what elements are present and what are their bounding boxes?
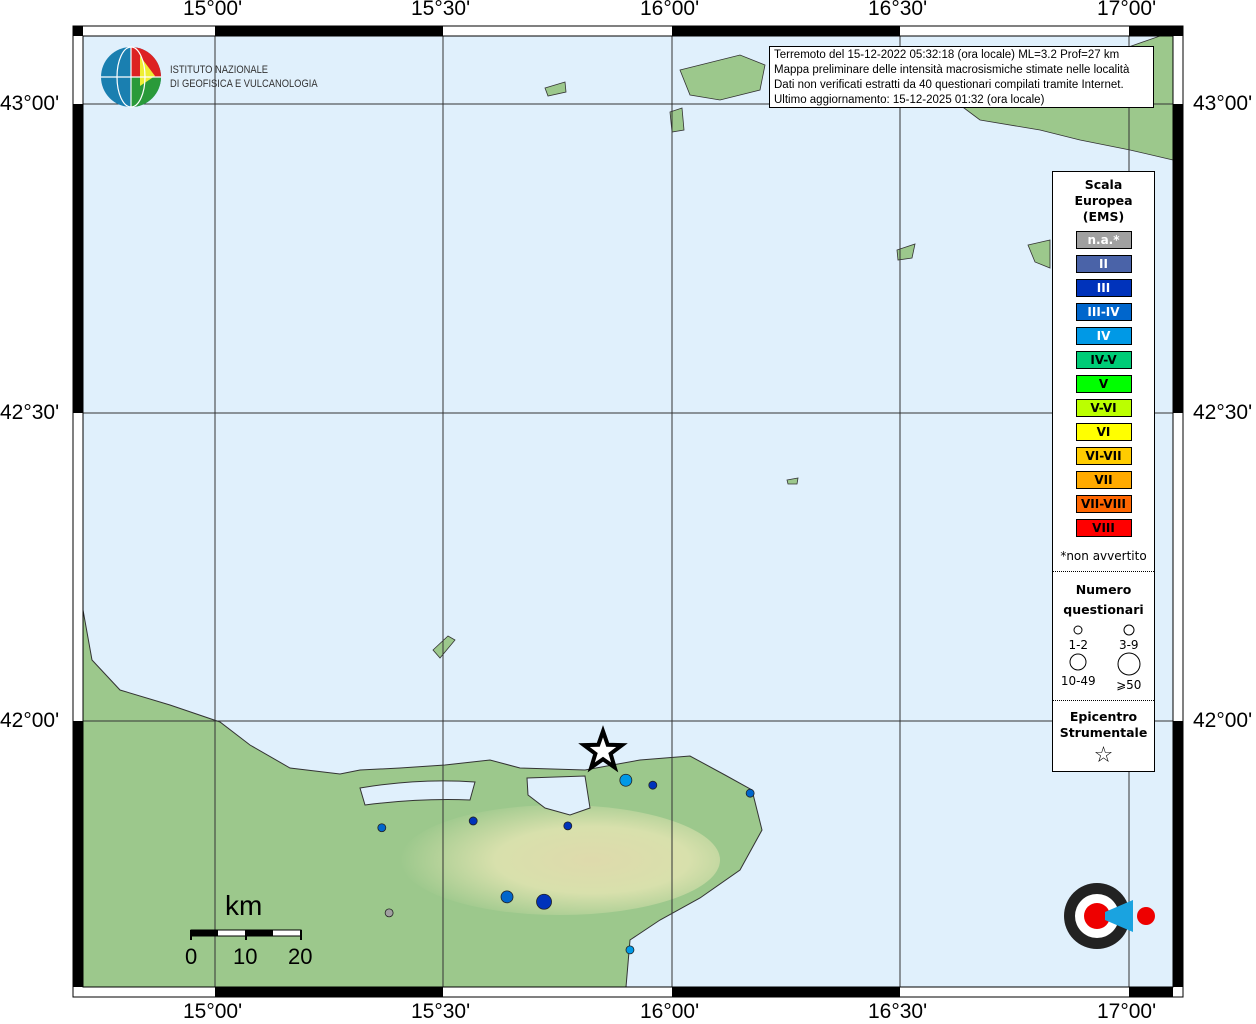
lon-label-top: 16°30' — [868, 0, 928, 20]
legend-swatch: VI — [1075, 423, 1132, 441]
land-italy — [82, 609, 763, 988]
intensity-point — [625, 945, 635, 955]
lat-label-left: 42°00' — [0, 709, 60, 732]
intensity-point — [500, 890, 514, 904]
logo-line1: ISTITUTO NAZIONALE — [170, 64, 269, 76]
lat-label-right: 42°00' — [1193, 709, 1253, 732]
legend-swatch: n.a.* — [1075, 231, 1132, 249]
intensity-point — [377, 823, 387, 833]
epicenter-star-icon — [578, 725, 628, 773]
lon-label-top: 15°30' — [411, 0, 471, 20]
globe-icon — [101, 46, 161, 108]
legend-swatch: VIII — [1075, 519, 1132, 537]
size-label: ⩾50 — [1116, 678, 1142, 692]
legend-swatch: VII — [1075, 471, 1132, 489]
lat-label-right: 43°00' — [1193, 92, 1253, 115]
intensity-point — [384, 908, 394, 918]
intensity-point — [648, 780, 658, 790]
info-line: Dati non verificati estratti da 40 quest… — [774, 79, 1124, 91]
scale-unit: km — [225, 890, 263, 921]
map-frame — [72, 25, 1184, 998]
legend-subtitle: Epicentro — [1069, 709, 1138, 724]
size-label: 3-9 — [1118, 638, 1139, 652]
legend-swatch: V — [1075, 375, 1132, 393]
lat-label-left: 43°00' — [0, 92, 60, 115]
legend-swatch: V-VI — [1075, 399, 1132, 417]
legend-subtitle: questionari — [1063, 602, 1144, 617]
legend-title: (EMS) — [1082, 209, 1125, 224]
legend-swatch: IV — [1075, 327, 1132, 345]
ingv-logo: ISTITUTO NAZIONALE DI GEOFISICA E VULCANO… — [100, 46, 344, 108]
intensity-point — [619, 773, 633, 787]
legend-subtitle: Strumentale — [1059, 725, 1148, 740]
lon-label-top: 17°00' — [1097, 0, 1157, 20]
legend: Scala Europea (EMS) n.a.* II III III-IV IV IV-V… — [1052, 171, 1155, 772]
legend-swatch: VI-VII — [1075, 447, 1132, 465]
scale-tick: 0 — [185, 944, 198, 969]
legend-swatch: IV-V — [1075, 351, 1132, 369]
lat-label-right: 42°30' — [1193, 401, 1253, 424]
haisentito-logo — [1064, 883, 1155, 949]
intensity-point — [468, 816, 478, 826]
lat-label-left: 42°30' — [0, 401, 60, 424]
logo-line2: DI GEOFISICA E VULCANOLOGIA — [170, 78, 318, 90]
scale-tick: 10 — [233, 944, 258, 969]
legend-note: *non avvertito — [1060, 549, 1147, 563]
event-title: Terremoto del 15-12-2022 05:32:18 (ora l… — [774, 49, 1120, 61]
size-label: 10-49 — [1060, 674, 1096, 688]
lon-label-bottom: 15°00' — [183, 1000, 243, 1023]
info-line: Mappa preliminare delle intensità macros… — [774, 64, 1130, 76]
legend-title: Europea — [1074, 193, 1133, 208]
intensity-point — [563, 821, 573, 831]
size-label: 1-2 — [1068, 638, 1089, 652]
legend-subtitle: Numero — [1075, 582, 1132, 597]
legend-swatch: III-IV — [1075, 303, 1132, 321]
scale-tick: 20 — [288, 944, 313, 969]
legend-title: Scala — [1084, 177, 1123, 192]
legend-swatch: II — [1075, 255, 1132, 273]
intensity-point — [536, 893, 552, 910]
intensity-point — [745, 788, 755, 798]
star-legend-icon: ☆ — [1093, 743, 1114, 768]
graticule — [83, 36, 1173, 987]
lon-label-bottom: 15°30' — [411, 1000, 471, 1023]
legend-swatch: VII-VIII — [1075, 495, 1132, 513]
update-time: Ultimo aggiornamento: 15-12-2025 01:32 (… — [774, 94, 1045, 106]
lon-label-bottom: 17°00' — [1097, 1000, 1157, 1023]
lon-label-top: 15°00' — [183, 0, 243, 20]
lon-label-bottom: 16°00' — [640, 1000, 700, 1023]
event-info-box: Terremoto del 15-12-2022 05:32:18 (ora l… — [769, 46, 1154, 108]
legend-swatch: III — [1075, 279, 1132, 297]
lon-label-bottom: 16°30' — [868, 1000, 928, 1023]
lon-label-top: 16°00' — [640, 0, 700, 20]
